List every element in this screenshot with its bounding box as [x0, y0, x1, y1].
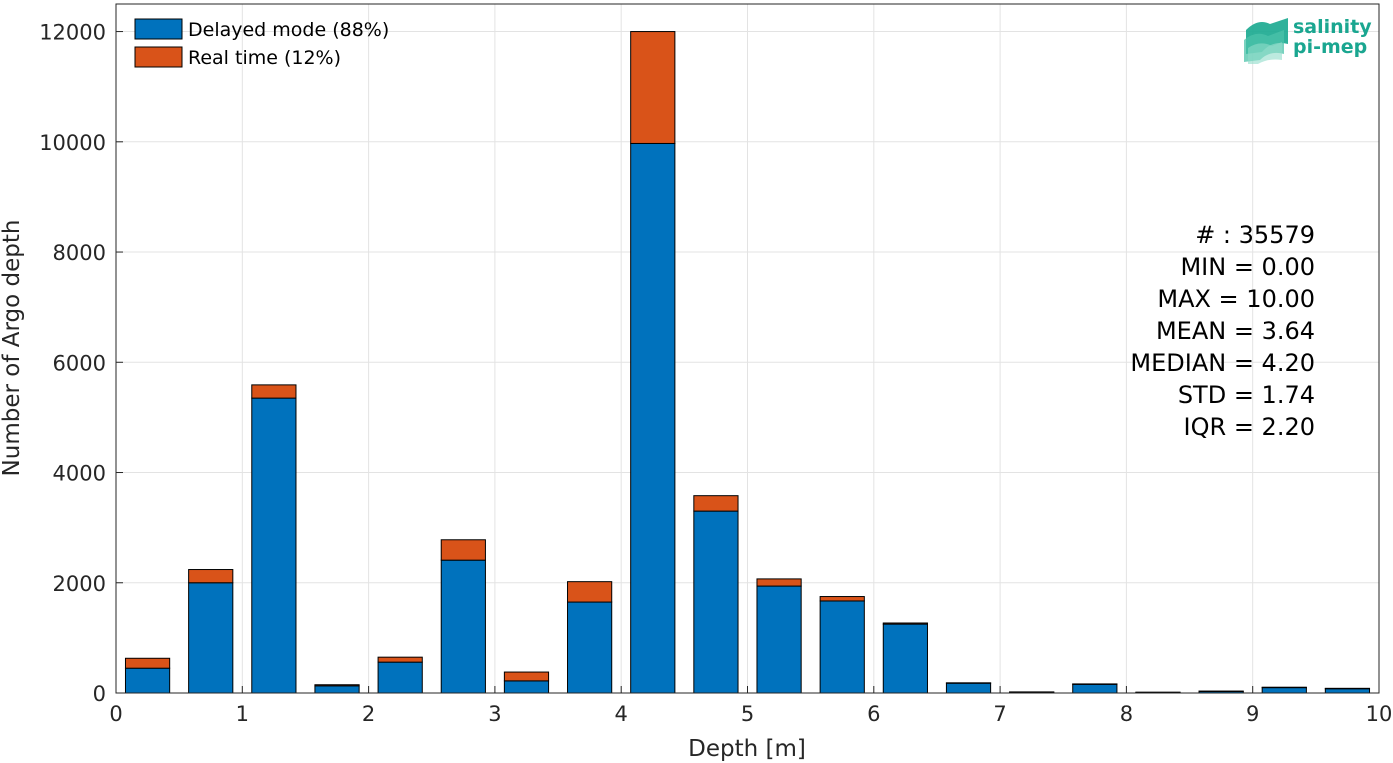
stats-line: MIN = 0.00	[1180, 253, 1315, 281]
bar-real-time	[630, 31, 676, 144]
stats-line: # : 35579	[1195, 221, 1315, 249]
y-tick-label: 2000	[53, 572, 106, 596]
bar-real-time	[693, 495, 739, 512]
bar-delayed-mode	[882, 623, 928, 694]
legend-label-realtime: Real time (12%)	[188, 47, 341, 69]
x-tick-label: 2	[362, 702, 375, 726]
logo-text-pi-mep: pi-mep	[1293, 36, 1367, 58]
y-tick-label: 12000	[39, 21, 106, 45]
bar-real-time	[882, 622, 928, 625]
x-tick-label: 10	[1366, 702, 1393, 726]
bar-real-time	[1009, 691, 1055, 693]
bar-real-time	[756, 578, 802, 587]
x-tick-label: 8	[1120, 702, 1133, 726]
bar-delayed-mode	[377, 661, 423, 694]
x-tick-label: 6	[867, 702, 880, 726]
bar-real-time	[440, 539, 486, 561]
bar-delayed-mode	[188, 582, 234, 694]
salinity-pi-mep-logo: salinity pi-mep	[1244, 16, 1372, 64]
bar-delayed-mode	[1261, 686, 1307, 694]
bar-delayed-mode	[1072, 683, 1118, 694]
logo-wave-icon	[1244, 18, 1288, 64]
x-tick-label: 0	[109, 702, 122, 726]
stats-box: # : 35579 MIN = 0.00 MAX = 10.00 MEAN = 3.6…	[1130, 221, 1315, 441]
stats-line: STD = 1.74	[1178, 381, 1315, 409]
bar-delayed-mode	[630, 142, 676, 694]
bar-delayed-mode	[124, 667, 171, 694]
bar-real-time	[1261, 686, 1307, 689]
y-ticks: 0 2000 4000 6000 8000 10000 12000	[39, 21, 123, 706]
bar-real-time	[503, 671, 550, 682]
bar-delayed-mode	[251, 397, 297, 694]
x-tick-label: 5	[741, 702, 754, 726]
bar-delayed-mode	[693, 510, 739, 694]
bar-real-time	[1198, 690, 1244, 693]
bar-real-time	[314, 684, 360, 687]
x-tick-label: 7	[993, 702, 1006, 726]
bar-delayed-mode	[819, 600, 865, 694]
bar-real-time	[188, 569, 234, 584]
stats-line: MEAN = 3.64	[1156, 317, 1315, 345]
y-axis-title: Number of Argo depth	[0, 220, 25, 477]
legend: Delayed mode (88%) Real time (12%)	[134, 18, 389, 69]
stats-line: MAX = 10.00	[1157, 285, 1315, 313]
legend-swatch-delayed	[134, 18, 183, 40]
logo-text-salinity: salinity	[1293, 16, 1372, 38]
bar-real-time	[819, 596, 865, 602]
bar-delayed-mode	[314, 685, 360, 694]
bar-delayed-mode	[503, 680, 550, 694]
x-tick-label: 4	[615, 702, 628, 726]
bar-delayed-mode	[756, 585, 802, 694]
stats-line: IQR = 2.20	[1184, 413, 1315, 441]
bar-delayed-mode	[945, 682, 992, 694]
bar-real-time	[1324, 687, 1371, 690]
bar-real-time	[377, 656, 423, 663]
x-tick-label: 9	[1246, 702, 1259, 726]
x-ticks: 0 1 2 3 4 5 6 7 8 9 10	[109, 686, 1392, 726]
bar-real-time	[945, 682, 992, 684]
legend-swatch-realtime	[134, 46, 183, 68]
stats-line: MEDIAN = 4.20	[1130, 349, 1315, 377]
legend-label-delayed: Delayed mode (88%)	[188, 19, 389, 41]
bar-real-time	[124, 657, 171, 669]
bar-real-time	[567, 581, 613, 603]
bar-real-time	[1072, 683, 1118, 685]
y-tick-label: 8000	[53, 241, 106, 265]
y-tick-label: 10000	[39, 131, 106, 155]
bar-real-time	[251, 384, 297, 399]
x-tick-label: 3	[488, 702, 501, 726]
y-tick-label: 6000	[53, 351, 106, 375]
y-tick-label: 4000	[53, 462, 106, 486]
x-axis-title: Depth [m]	[688, 736, 806, 762]
bar-delayed-mode	[440, 559, 486, 694]
y-tick-label: 0	[93, 682, 106, 706]
x-tick-label: 1	[236, 702, 249, 726]
bar-delayed-mode	[567, 601, 613, 694]
